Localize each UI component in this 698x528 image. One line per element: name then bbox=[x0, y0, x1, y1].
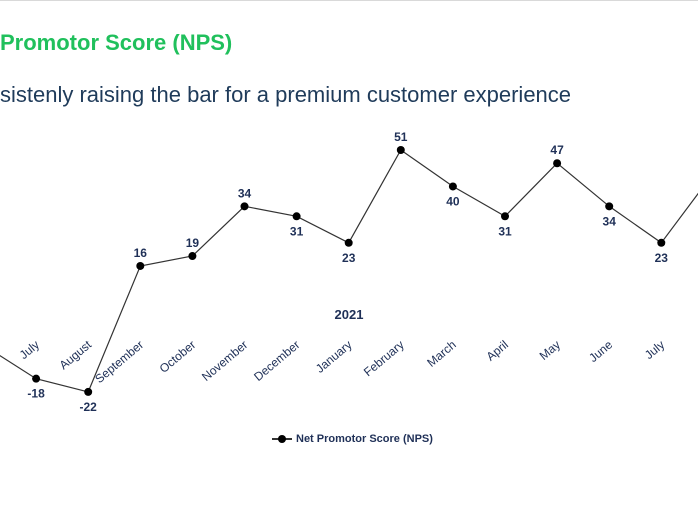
x-tick-label: July bbox=[17, 338, 42, 362]
x-tick-label: October bbox=[157, 338, 199, 376]
x-tick-label: February bbox=[361, 338, 407, 380]
x-tick-label: May bbox=[537, 338, 563, 363]
top-divider bbox=[0, 0, 698, 1]
data-point bbox=[396, 145, 405, 154]
data-label: -18 bbox=[27, 387, 45, 401]
data-label: 34 bbox=[238, 186, 252, 200]
data-label: 31 bbox=[290, 224, 304, 238]
x-tick-label: April bbox=[484, 338, 511, 364]
data-label: 19 bbox=[186, 236, 200, 250]
data-label: 51 bbox=[394, 130, 408, 144]
data-label: 47 bbox=[550, 143, 564, 157]
data-point bbox=[240, 202, 249, 211]
chart-legend: Net Promotor Score (NPS) bbox=[272, 431, 433, 447]
chart-subtitle: sistenly raising the bar for a premium c… bbox=[0, 82, 572, 107]
data-point bbox=[32, 374, 41, 383]
data-point bbox=[605, 202, 614, 211]
year-label: 2021 bbox=[335, 307, 364, 322]
data-point bbox=[188, 252, 197, 261]
data-label: 40 bbox=[446, 194, 460, 208]
x-tick-label: November bbox=[199, 338, 250, 384]
data-point bbox=[657, 238, 666, 247]
data-point bbox=[448, 182, 457, 191]
data-point bbox=[292, 212, 301, 221]
x-tick-label: August bbox=[57, 337, 95, 372]
data-point bbox=[501, 212, 509, 221]
chart-title: Promotor Score (NPS) bbox=[0, 30, 233, 55]
data-point bbox=[84, 387, 93, 396]
data-point bbox=[553, 159, 562, 168]
x-tick-label: January bbox=[313, 338, 355, 376]
data-label: -22 bbox=[80, 400, 98, 414]
data-point bbox=[136, 261, 145, 270]
legend-label: Net Promotor Score (NPS) bbox=[296, 433, 433, 445]
data-label: 31 bbox=[498, 224, 512, 238]
x-tick-label: March bbox=[424, 338, 459, 370]
legend-marker-icon bbox=[272, 433, 292, 445]
data-label: 34 bbox=[603, 214, 617, 228]
x-tick-label: December bbox=[251, 338, 302, 384]
data-label: 16 bbox=[134, 246, 148, 260]
x-tick-label: June bbox=[586, 337, 615, 365]
data-label: 23 bbox=[655, 251, 669, 265]
x-tick-label: July bbox=[642, 338, 667, 362]
data-point bbox=[344, 238, 353, 247]
data-label: 23 bbox=[342, 251, 356, 265]
